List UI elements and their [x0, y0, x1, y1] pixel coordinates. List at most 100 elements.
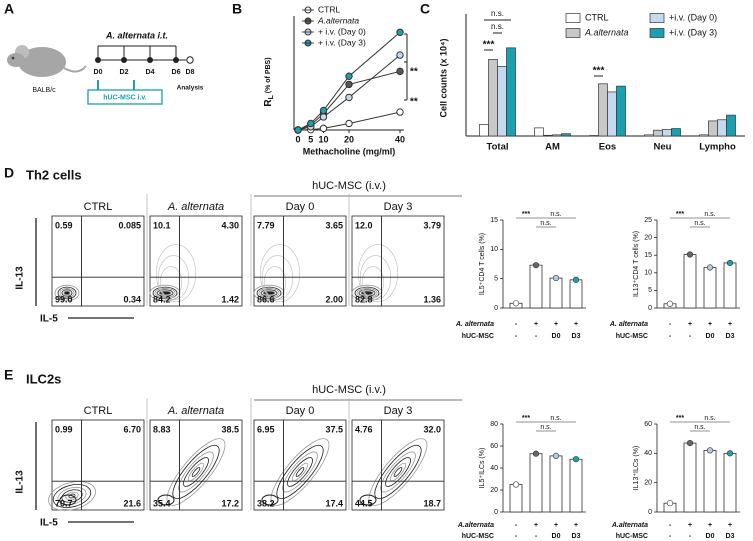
contour [191, 467, 201, 477]
treatment-label: A. alternata i.t. [105, 30, 168, 40]
significance: *** [593, 66, 605, 77]
contour [261, 255, 294, 301]
x-tick-label: 0 [295, 134, 300, 144]
row-value: + [708, 321, 712, 328]
contour [389, 462, 407, 482]
contour [63, 290, 71, 296]
significance: n.s. [550, 415, 561, 422]
significance: *** [483, 40, 495, 51]
day-label: D2 [120, 69, 129, 76]
data-point [345, 119, 353, 128]
bar [616, 85, 626, 137]
group-header: hUC-MSC (i.v.) [312, 384, 386, 396]
bar [529, 453, 543, 513]
quadrant-value: 44.5 [355, 498, 373, 508]
y-axis-label: IL13⁺CD4 T cells (%) [633, 231, 640, 297]
row-value: + [574, 321, 578, 328]
legend-swatch [565, 28, 581, 38]
row-value: D3 [572, 333, 581, 340]
mean-dot [666, 500, 674, 507]
significance: n.s. [704, 211, 715, 218]
y-axis-label: IL-13 [15, 470, 26, 494]
day-label: D4 [146, 69, 155, 76]
contour [61, 489, 83, 503]
day-label: D0 [94, 69, 103, 76]
quadrant-value: 86.6 [257, 294, 275, 304]
row-value: + [708, 522, 712, 529]
x-tick-label: AM [545, 142, 560, 153]
plot-header: A. alternata [167, 405, 224, 417]
row-value: - [669, 321, 672, 328]
y-label-rest: (% of PBS) [265, 57, 272, 95]
row-value: + [688, 321, 692, 328]
contour [357, 244, 399, 303]
quadrant-value: 70.7 [55, 498, 73, 508]
legend-label: CTRL [318, 4, 340, 14]
row-value: D0 [706, 533, 715, 540]
bar [699, 134, 709, 137]
data-point [396, 67, 404, 76]
data-point [345, 72, 353, 80]
mean-dot [552, 274, 560, 282]
quadrant-value: 21.6 [123, 498, 141, 508]
contour [187, 462, 205, 482]
injection-box [87, 89, 163, 105]
row-value: + [534, 522, 538, 529]
contours [48, 481, 96, 511]
data-point [319, 106, 328, 115]
row-value: + [728, 522, 732, 529]
quadrant-value: 0.99 [55, 424, 73, 434]
contour [256, 286, 282, 300]
plot-header: A. alternata [167, 201, 224, 213]
x-tick-label: Eos [599, 142, 616, 153]
bar [662, 129, 672, 137]
data-point [307, 119, 315, 128]
legend-label: +i.v. (Day 0) [669, 12, 717, 22]
data-point [319, 124, 328, 133]
bar [549, 455, 563, 513]
dose-dot [95, 57, 101, 63]
quadrant-value: 38.2 [257, 498, 275, 508]
contour [385, 457, 411, 487]
mouse-icon [7, 45, 87, 77]
row-value: + [688, 522, 692, 529]
significance: ** [410, 67, 418, 78]
contour [374, 444, 422, 500]
row-value: + [554, 321, 558, 328]
row-label: hUC-MSC [616, 533, 648, 540]
panel-label: B [232, 1, 242, 17]
contour [157, 494, 175, 506]
mean-dot [532, 450, 540, 457]
y-label-sub: L [268, 94, 275, 99]
plot-frame [351, 215, 445, 307]
quadrant-value: 1.42 [221, 294, 239, 304]
x-tick-label: 40 [395, 134, 405, 144]
y-tick-label: 20 [644, 234, 652, 241]
significance: n.s. [694, 424, 705, 431]
contour [291, 462, 309, 482]
quadrant-value: 2.00 [325, 294, 343, 304]
significance: n.s. [540, 220, 551, 227]
quadrant-value: 1.36 [423, 294, 441, 304]
significance: n.s. [550, 211, 561, 218]
contours [157, 438, 226, 506]
data-point [345, 93, 353, 102]
contour [361, 266, 385, 299]
y-tick-label: 5 [494, 276, 498, 283]
row-label: hUC-MSC [462, 533, 494, 540]
y-tick-label: 10 [644, 270, 652, 277]
significance: *** [522, 415, 530, 422]
plot-header: Day 0 [286, 405, 315, 417]
row-value: - [669, 522, 672, 529]
significance: ** [410, 97, 418, 108]
quadrant-value: 17.2 [221, 498, 239, 508]
mean-dot [512, 300, 520, 307]
plot-header: Day 3 [384, 405, 413, 417]
y-tick-label: 20 [644, 480, 652, 487]
contour [54, 284, 80, 302]
row-value: - [669, 333, 672, 340]
quadrant-value: 12.0 [355, 220, 373, 230]
bar [703, 449, 717, 513]
quadrant-value: 0.085 [118, 220, 141, 230]
data-point [294, 126, 302, 134]
